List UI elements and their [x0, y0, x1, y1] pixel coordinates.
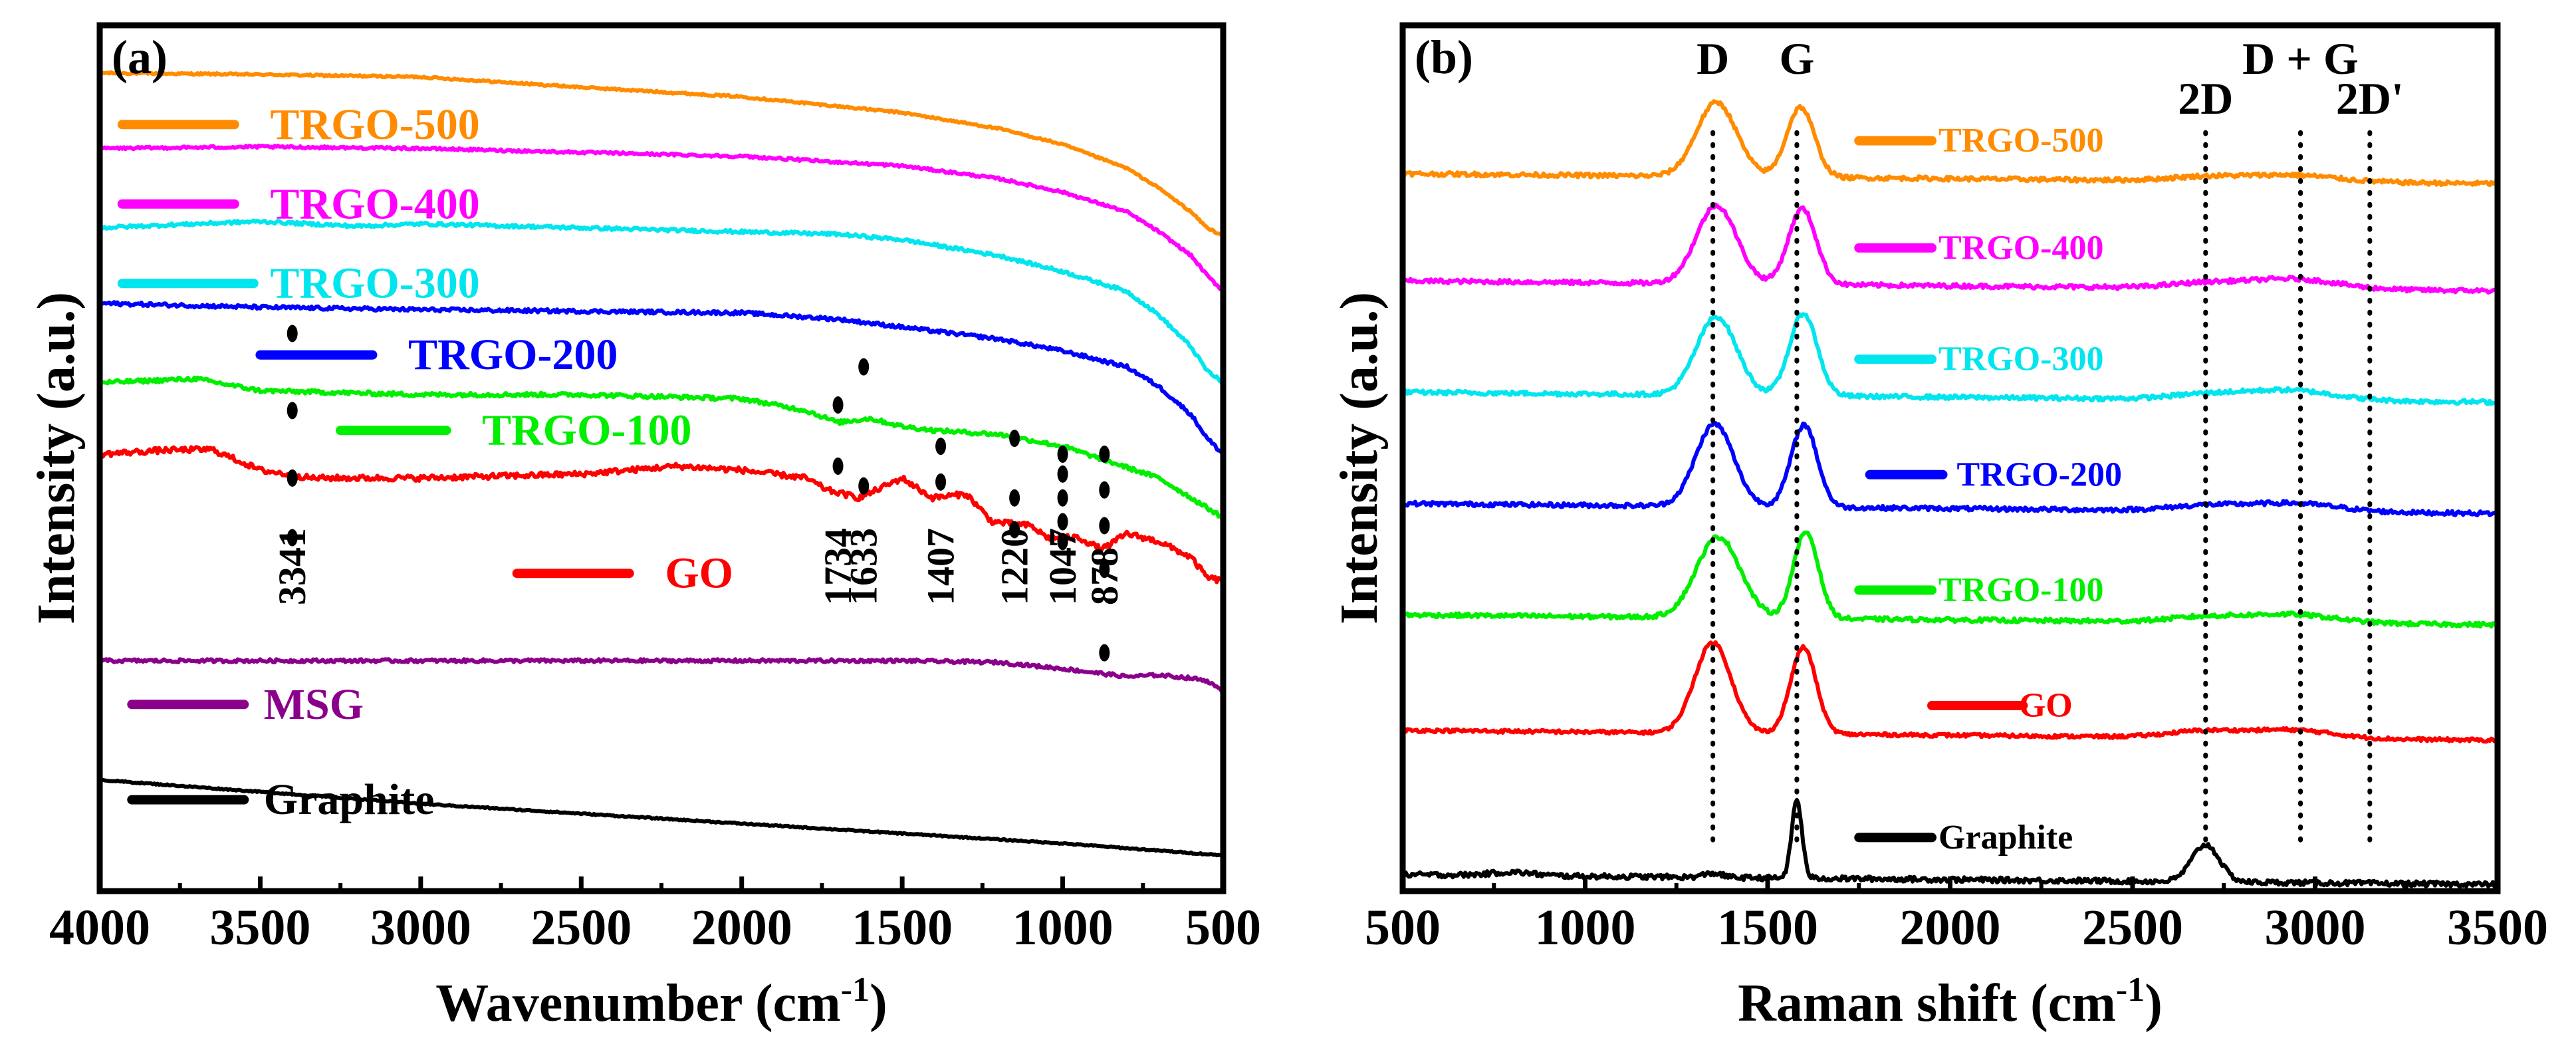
- legend-label-trgo-200: TRGO-200: [1957, 456, 2122, 493]
- series-line-trgo-500: [1402, 99, 2498, 188]
- legend-label-trgo-100: TRGO-100: [482, 406, 691, 455]
- x-axis-label: Wavenumber (cm-1): [435, 971, 887, 1033]
- peak-label-2d: 2D: [2178, 73, 2233, 124]
- annotation-marker-1734: [832, 396, 844, 414]
- legend-label-trgo-500: TRGO-500: [1938, 122, 2103, 160]
- x-tick-label-1500: 1500: [852, 900, 953, 956]
- x-tick-label-1500: 1500: [1717, 900, 1818, 956]
- x-tick-label-1000: 1000: [1012, 900, 1113, 956]
- x-tick-label-3500: 3500: [2447, 900, 2548, 956]
- legend-label-go: GO: [2019, 687, 2073, 725]
- series-line-go: [98, 445, 1225, 585]
- peak-label-g: G: [1779, 33, 1814, 84]
- series-line-trgo-100: [98, 375, 1225, 519]
- annotation-marker-1047: [1057, 465, 1068, 483]
- annotation-marker-1047: [1057, 446, 1068, 464]
- y-axis-label: Intensity (a.u.): [27, 292, 86, 624]
- annotation-marker-1633: [858, 358, 870, 376]
- annotation-label-1220: 1220: [993, 528, 1036, 605]
- x-tick-label-3000: 3000: [370, 900, 471, 956]
- annotation-marker-3341: [287, 402, 298, 420]
- legend-label-trgo-200: TRGO-200: [408, 331, 618, 379]
- annotation-marker-1220: [1009, 489, 1020, 507]
- annotation-marker-1407: [935, 473, 947, 491]
- x-tick-label-4000: 4000: [49, 900, 150, 956]
- annotation-marker-878: [1099, 446, 1110, 464]
- legend-label-go: GO: [665, 549, 733, 598]
- x-tick-label-2000: 2000: [691, 900, 792, 956]
- x-tick-label-2500: 2500: [2082, 900, 2183, 956]
- annotation-marker-3341: [287, 325, 298, 342]
- series-line-trgo-300: [1401, 312, 2500, 406]
- legend-label-graphite: Graphite: [1938, 819, 2073, 857]
- x-tick-label-1000: 1000: [1535, 900, 1636, 956]
- series-line-trgo-200: [1401, 421, 2500, 517]
- series-line-trgo-400: [1402, 202, 2498, 295]
- annotation-label-878: 878: [1083, 547, 1126, 605]
- annotation-marker-1734: [832, 457, 844, 475]
- legend-label-trgo-300: TRGO-300: [1938, 340, 2103, 378]
- series-line-go: [1401, 640, 2499, 744]
- x-tick-label-500: 500: [1185, 900, 1261, 956]
- annotation-marker-878: [1099, 644, 1110, 662]
- x-axis-label: Raman shift (cm-1): [1738, 971, 2163, 1033]
- annotation-label-1047: 1047: [1041, 528, 1084, 605]
- series-line-msg: [99, 657, 1225, 695]
- x-tick-label-500: 500: [1365, 900, 1441, 956]
- x-tick-label-2000: 2000: [1900, 900, 2001, 956]
- legend-label-graphite: Graphite: [264, 775, 435, 824]
- annotation-marker-878: [1099, 517, 1110, 535]
- legend-label-trgo-100: TRGO-100: [1938, 571, 2103, 609]
- series-line-graphite: [99, 777, 1225, 858]
- annotation-marker-3341: [287, 529, 298, 547]
- annotation-marker-1633: [858, 477, 870, 495]
- series-line-trgo-100: [1401, 530, 2500, 629]
- annotation-marker-3341: [287, 469, 298, 487]
- x-tick-label-2500: 2500: [530, 900, 632, 956]
- x-tick-label-3500: 3500: [209, 900, 310, 956]
- annotation-label-1407: 1407: [919, 528, 963, 605]
- peak-label-d: D: [1697, 33, 1729, 84]
- panel-b-raman-chart: TRGO-500 TRGO-400 TRGO-300 TRGO-200 TRGO-100…: [1330, 22, 2548, 1033]
- x-tick-label-3000: 3000: [2265, 900, 2366, 956]
- legend-label-trgo-400: TRGO-400: [1938, 229, 2103, 267]
- series-line-trgo-200: [99, 300, 1225, 456]
- legend-label-trgo-500: TRGO-500: [270, 100, 479, 149]
- annotation-marker-1047: [1057, 533, 1068, 551]
- legend-label-trgo-300: TRGO-300: [270, 259, 479, 308]
- peak-label-2d-: 2D': [2336, 73, 2404, 124]
- annotation-marker-1220: [1009, 430, 1020, 448]
- panel-a-ftir-chart: TRGO-500 TRGO-400 TRGO-300 TRGO-200 TRGO-100…: [27, 22, 1261, 1033]
- annotation-marker-1220: [1009, 521, 1020, 539]
- annotation-marker-878: [1099, 481, 1110, 499]
- annotation-marker-1407: [935, 438, 947, 456]
- panel-label-a: (a): [112, 31, 168, 84]
- annotation-marker-1047: [1057, 489, 1068, 507]
- series-line-trgo-300: [99, 218, 1225, 384]
- legend-label-msg: MSG: [264, 680, 364, 729]
- annotation-marker-1047: [1057, 513, 1068, 531]
- series-line-trgo-400: [98, 144, 1225, 294]
- annotation-marker-878: [1099, 561, 1110, 579]
- y-axis-label: Intensity (a.u.): [1330, 292, 1389, 624]
- annotation-label-1734: 1734: [816, 528, 860, 605]
- panel-label-b: (b): [1415, 31, 1473, 84]
- series-line-trgo-500: [98, 70, 1225, 238]
- legend-label-trgo-400: TRGO-400: [270, 180, 479, 228]
- peak-label-d-g: D + G: [2242, 33, 2359, 84]
- annotation-label-1633: 1633: [842, 528, 885, 605]
- annotation-label-3341: 3341: [271, 528, 314, 605]
